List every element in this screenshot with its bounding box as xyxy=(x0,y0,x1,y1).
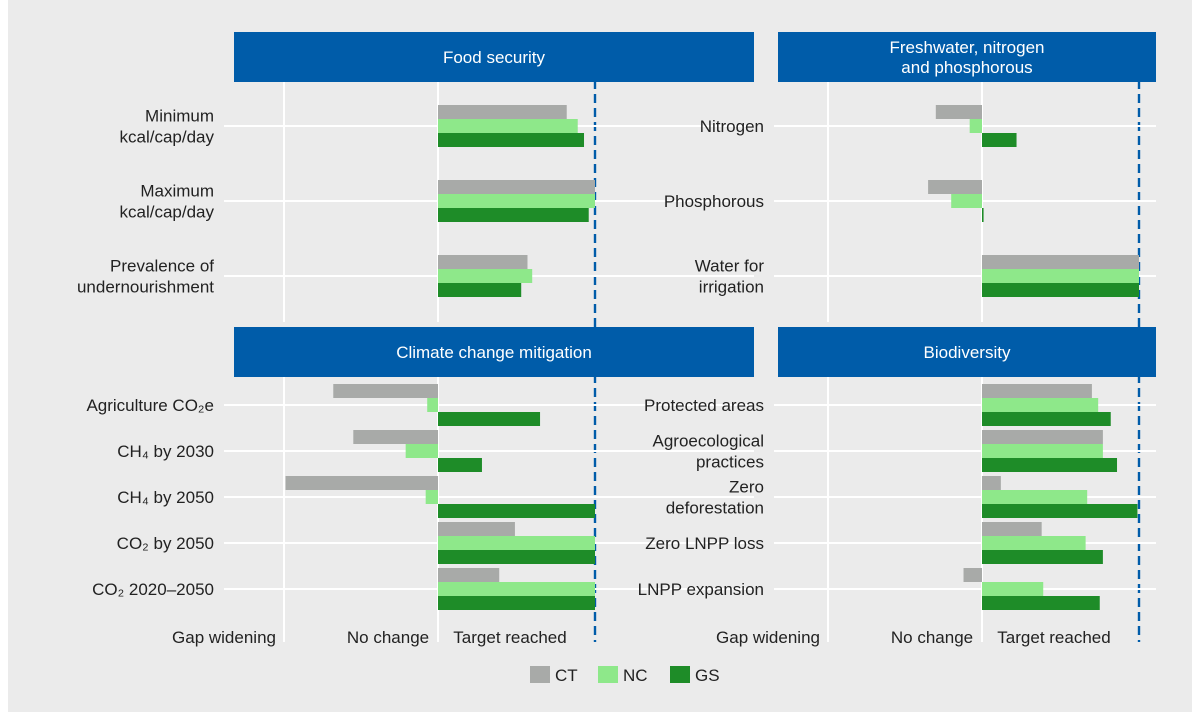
bar-nc xyxy=(427,398,438,412)
scale-label: No change xyxy=(891,628,973,647)
bar-gs xyxy=(982,458,1118,472)
bar-nc xyxy=(951,194,982,208)
category-label: Agriculture CO₂e xyxy=(86,396,214,415)
category-label: CO₂ 2020–2050 xyxy=(92,580,214,599)
panel-title: Freshwater, nitrogen xyxy=(890,38,1045,57)
category-label: Phosphorous xyxy=(664,192,764,211)
category-label: Nitrogen xyxy=(700,117,764,136)
category-label: Water for xyxy=(695,257,765,276)
bar-nc xyxy=(438,119,578,133)
category-label: irrigation xyxy=(699,278,764,297)
bar-gs xyxy=(982,596,1100,610)
category-label: Maximum xyxy=(140,182,214,201)
bar-gs xyxy=(982,550,1103,564)
category-label: Minimum xyxy=(145,107,214,126)
panel-title: Climate change mitigation xyxy=(396,343,592,362)
legend-label-nc: NC xyxy=(623,666,648,685)
bar-gs xyxy=(438,596,595,610)
category-label: practices xyxy=(696,453,764,472)
bar-ct xyxy=(353,430,438,444)
bar-ct xyxy=(982,476,1001,490)
legend: CT NC GS xyxy=(530,666,720,685)
bar-ct xyxy=(333,384,438,398)
bar-nc xyxy=(982,536,1086,550)
bar-ct xyxy=(982,384,1092,398)
bar-gs xyxy=(982,133,1017,147)
category-label: deforestation xyxy=(666,499,764,518)
category-label: CH₄ by 2050 xyxy=(117,488,214,507)
bar-nc xyxy=(982,444,1103,458)
scale-label: Gap widening xyxy=(172,628,276,647)
bar-gs xyxy=(438,550,595,564)
category-label: CH₄ by 2030 xyxy=(117,442,214,461)
bar-gs xyxy=(982,283,1139,297)
category-label: Agroecological xyxy=(652,432,764,451)
bar-nc xyxy=(438,582,595,596)
category-label: undernourishment xyxy=(77,278,214,297)
panel-climate-change-mitigation: Climate change mitigation Agriculture CO₂… xyxy=(86,327,754,647)
panel-header xyxy=(234,327,754,377)
bar-nc xyxy=(425,490,438,504)
legend-swatch-nc xyxy=(598,666,618,683)
bar-nc xyxy=(438,194,595,208)
bar-nc xyxy=(982,490,1088,504)
category-label: Zero LNPP loss xyxy=(645,534,764,553)
scale-label: Target reached xyxy=(453,628,566,647)
bar-gs xyxy=(982,412,1111,426)
bar-ct xyxy=(438,180,595,194)
category-label: Zero xyxy=(729,478,764,497)
category-label: LNPP expansion xyxy=(638,580,764,599)
panel-food-security: Food security Minimum kcal/cap/day Maximum k… xyxy=(77,32,754,322)
bar-gs xyxy=(438,412,541,426)
bar-ct xyxy=(928,180,982,194)
bar-ct xyxy=(438,255,528,269)
bar-gs xyxy=(438,208,589,222)
legend-swatch-ct xyxy=(530,666,550,683)
category-label: CO₂ by 2050 xyxy=(117,534,214,553)
scale-label: Target reached xyxy=(997,628,1110,647)
bar-ct xyxy=(982,255,1139,269)
bar-ct xyxy=(438,568,500,582)
bar-nc xyxy=(969,119,982,133)
panel-biodiversity: Biodiversity Protected areas Agroecologica… xyxy=(638,327,1156,647)
category-label: Protected areas xyxy=(644,396,764,415)
legend-label-ct: CT xyxy=(555,666,578,685)
panel-title: Food security xyxy=(443,48,546,67)
panel-title: and phosphorous xyxy=(901,58,1032,77)
bar-nc xyxy=(438,269,533,283)
bar-nc xyxy=(438,536,595,550)
bar-gs xyxy=(438,283,522,297)
figure-background: Food security Minimum kcal/cap/day Maximum k… xyxy=(8,0,1192,712)
legend-label-gs: GS xyxy=(695,666,720,685)
panel-title: Biodiversity xyxy=(924,343,1011,362)
panel-header xyxy=(778,327,1156,377)
category-label: kcal/cap/day xyxy=(120,203,215,222)
scale-label: Gap widening xyxy=(716,628,820,647)
bar-gs xyxy=(438,458,482,472)
bar-gs xyxy=(438,504,595,518)
bar-ct xyxy=(935,105,982,119)
panel-header xyxy=(234,32,754,82)
chart-svg: Food security Minimum kcal/cap/day Maximum k… xyxy=(77,32,1156,685)
bar-nc xyxy=(982,269,1139,283)
category-label: Prevalence of xyxy=(110,257,214,276)
scale-label: No change xyxy=(347,628,429,647)
category-label: kcal/cap/day xyxy=(120,128,215,147)
bar-nc xyxy=(405,444,438,458)
bar-ct xyxy=(285,476,438,490)
bar-ct xyxy=(438,522,515,536)
panel-header xyxy=(778,32,1156,82)
bar-ct xyxy=(982,522,1042,536)
bar-ct xyxy=(438,105,567,119)
bar-gs xyxy=(982,504,1138,518)
bar-ct xyxy=(982,430,1103,444)
bar-gs xyxy=(982,208,984,222)
bar-gs xyxy=(438,133,585,147)
bar-nc xyxy=(982,582,1044,596)
legend-swatch-gs xyxy=(670,666,690,683)
bar-nc xyxy=(982,398,1099,412)
bar-ct xyxy=(963,568,982,582)
